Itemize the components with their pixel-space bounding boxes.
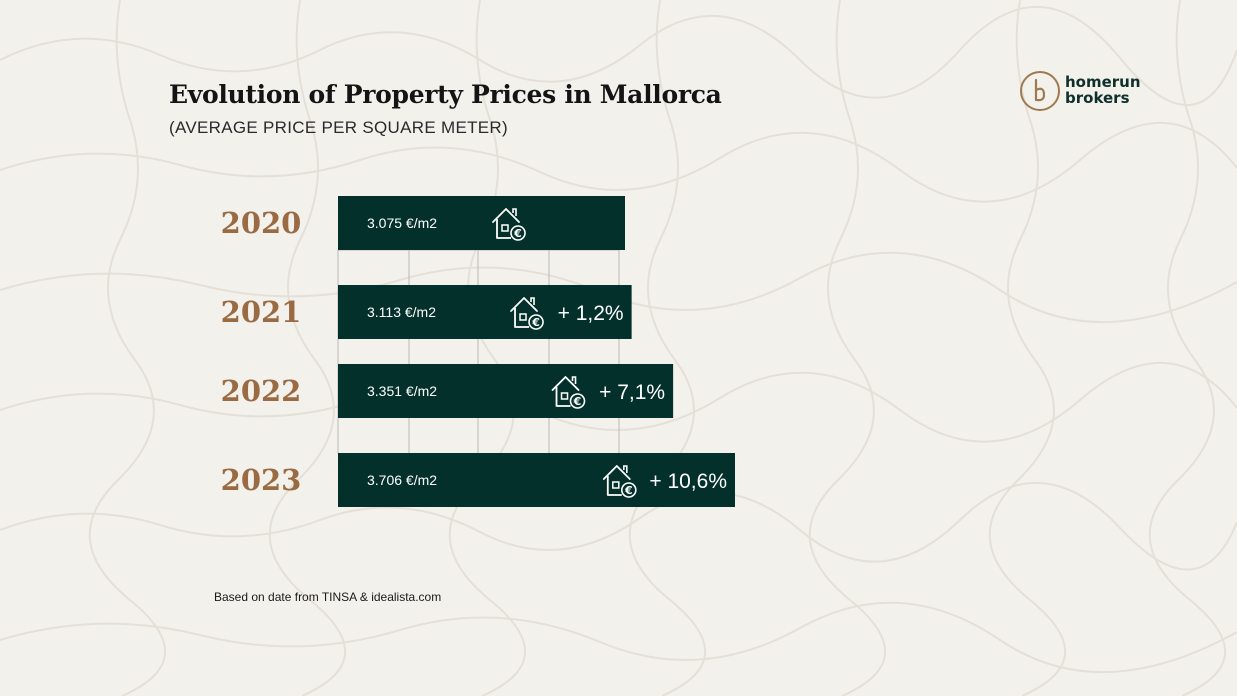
year-label: 2023 xyxy=(221,463,302,497)
price-bar xyxy=(338,364,674,418)
svg-text:€: € xyxy=(513,227,522,240)
year-label: 2020 xyxy=(221,206,302,240)
bar-change-label: + 10,6% xyxy=(649,470,727,493)
bar-value-label: 3.706 €/m2 xyxy=(367,472,437,488)
bar-change-label: + 1,2% xyxy=(558,302,624,325)
house-euro-icon: € xyxy=(492,208,526,241)
chart-subtitle: (AVERAGE PRICE PER SQUARE METER) xyxy=(169,118,508,137)
price-bar xyxy=(338,196,625,250)
bar-change-label: + 7,1% xyxy=(599,381,665,404)
chart-grid xyxy=(337,249,620,454)
house-euro-icon: € xyxy=(551,376,586,409)
svg-text:€: € xyxy=(531,316,540,329)
svg-text:€: € xyxy=(624,484,633,497)
logo-text-line1: homerun xyxy=(1065,73,1141,91)
bar-value-label: 3.351 €/m2 xyxy=(367,383,437,399)
homerun-monogram-icon xyxy=(1020,71,1060,111)
brand-logo: homerun brokers xyxy=(1019,70,1159,114)
svg-text:€: € xyxy=(573,395,582,408)
source-note: Based on date from TINSA & idealista.com xyxy=(214,590,442,604)
year-label: 2022 xyxy=(221,374,302,408)
price-bar xyxy=(338,285,632,339)
bar-value-label: 3.113 €/m2 xyxy=(367,304,436,320)
house-euro-icon: € xyxy=(602,465,637,498)
house-euro-icon: € xyxy=(510,297,544,330)
logo-text-line2: brokers xyxy=(1065,89,1130,107)
year-label: 2021 xyxy=(221,295,302,329)
price-bar xyxy=(338,453,735,507)
bar-value-label: 3.075 €/m2 xyxy=(367,215,437,231)
chart-title: Evolution of Property Prices in Mallorca xyxy=(169,80,722,109)
